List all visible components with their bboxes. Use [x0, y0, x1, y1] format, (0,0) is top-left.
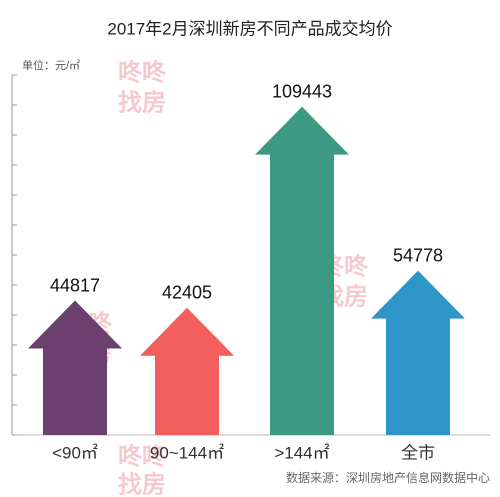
- watermark: 找房: [118, 88, 166, 116]
- x-tick-label: >144㎡: [274, 443, 329, 462]
- value-label: 42405: [162, 283, 212, 303]
- value-label: 109443: [272, 81, 332, 101]
- value-label: 44817: [50, 275, 100, 295]
- watermark: 找房: [118, 470, 166, 497]
- watermark: 咚咚: [118, 442, 167, 470]
- x-tick-label: 全市: [401, 443, 435, 462]
- arrow-bar: [255, 106, 349, 436]
- source: 数据来源：深圳房地产信息网数据中心: [286, 470, 490, 485]
- watermark: 咚咚: [118, 58, 167, 86]
- chart-title: 2017年2月深圳新房不同产品成交均价: [107, 19, 392, 38]
- x-tick-label: <90㎡: [52, 443, 98, 462]
- x-tick-label: 90~144㎡: [150, 443, 224, 462]
- arrow-bar: [140, 307, 234, 435]
- arrow-bar: [28, 300, 122, 435]
- value-label: 54778: [393, 245, 443, 265]
- unit-label: 单位：元/㎡: [22, 58, 80, 72]
- arrow-bar: [371, 270, 465, 435]
